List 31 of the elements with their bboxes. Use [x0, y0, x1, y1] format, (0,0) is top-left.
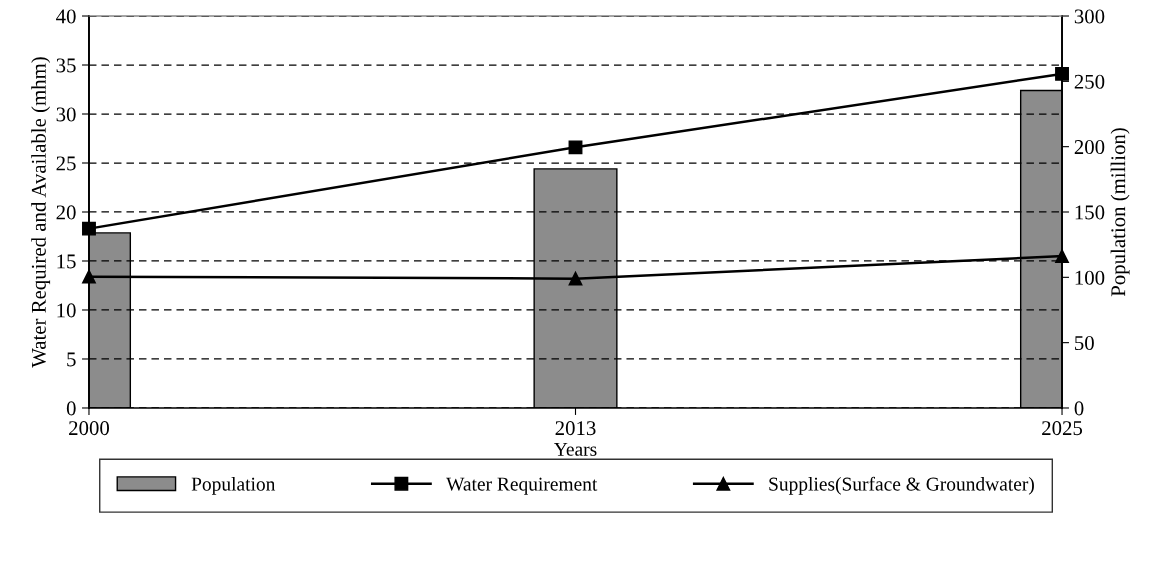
y2-tick-label: 200: [1074, 140, 1105, 155]
point: [82, 269, 96, 284]
y-tick-label: 10: [57, 303, 76, 318]
legend-label: Supplies(Surface & Groundwater): [769, 476, 1034, 495]
y-tick-label: 0: [66, 401, 76, 416]
x-axis-title: Years: [554, 442, 597, 456]
y-tick-label: 20: [56, 205, 76, 220]
y-tick-label: 35: [56, 58, 76, 73]
y2-tick-label: 0: [1074, 401, 1084, 416]
y2-tick-label: 300: [1074, 9, 1105, 24]
x-tick-label: 2013: [555, 421, 596, 436]
legend-label: Population: [191, 477, 276, 495]
y-tick-label: 5: [67, 352, 76, 367]
y2-tick-label: 50: [1075, 336, 1094, 351]
point: [82, 221, 96, 236]
y-tick-label: 30: [56, 107, 76, 122]
x-tick-label: 2025: [1042, 421, 1083, 436]
y2-axis-title: Population (million): [1110, 128, 1130, 297]
point: [1055, 249, 1069, 264]
point: [568, 271, 583, 286]
point: [1055, 66, 1069, 81]
y-tick-label: 15: [57, 254, 76, 269]
x-tick-label: 2000: [69, 421, 110, 436]
y2-tick-label: 250: [1074, 74, 1105, 89]
y2-tick-label: 150: [1075, 205, 1105, 220]
y-tick-label: 25: [56, 156, 76, 171]
y2-tick-label: 100: [1075, 270, 1105, 285]
point: [568, 140, 583, 155]
y-tick-label: 40: [56, 9, 76, 24]
legend-label: Water Requirement: [446, 477, 598, 495]
y-axis-title: Water Required and Available (mhm): [31, 57, 51, 368]
